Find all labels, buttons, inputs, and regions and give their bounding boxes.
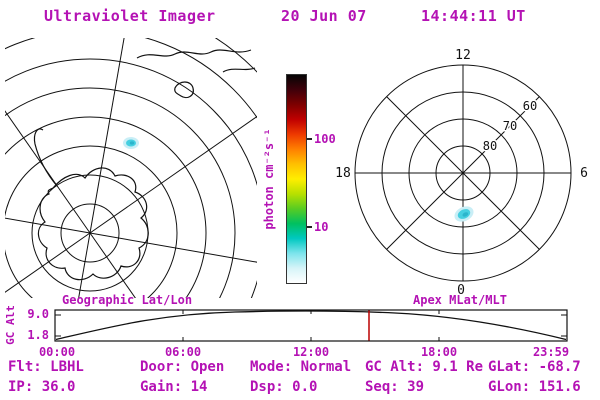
apex-caption: Apex MLat/MLT (413, 293, 507, 307)
mlat-label-80: 80 (483, 139, 497, 153)
altitude-curve (55, 310, 567, 341)
app-title: Ultraviolet Imager (44, 7, 216, 25)
meridian-lines (5, 38, 257, 298)
colorbar-gradient (286, 74, 307, 284)
header-date: 20 Jun 07 (281, 7, 367, 25)
timeline-ylabel: GC Alt (4, 305, 17, 345)
xtick-1200: 12:00 (293, 345, 329, 359)
colorbar: 100 10 (286, 74, 346, 286)
status-gain: Gain: 14 (140, 379, 208, 395)
latitude-circles (5, 38, 257, 298)
mlt-label-6: 6 (580, 166, 588, 181)
ytick-top: 9.0 (27, 307, 49, 321)
geographic-map-panel (5, 38, 257, 298)
status-dsp: Dsp: 0.0 (250, 379, 318, 395)
mlat-label-60: 60 (523, 99, 537, 113)
colorbar-tickmark-100 (307, 138, 312, 140)
xtick-0000: 00:00 (39, 345, 75, 359)
timeline-frame (54, 309, 568, 342)
mlt-label-0: 0 (457, 283, 465, 298)
xtick-1800: 18:00 (421, 345, 457, 359)
antarctica-coastline (37, 167, 149, 281)
mlt-label-12: 12 (455, 48, 471, 63)
status-row-2: IP: 36.0 Gain: 14 Dsp: 0.0 Seq: 39 GLon:… (0, 379, 600, 395)
colorbar-tickmark-10 (307, 226, 312, 228)
colorbar-unit-label: photon cm⁻²s⁻¹ (262, 128, 276, 230)
altitude-timeline: GC Alt 9.0 1.8 00:00 06:00 12:00 18:00 2… (4, 305, 569, 359)
mlat-label-70: 70 (503, 119, 517, 133)
antarctic-peninsula-coastline (33, 128, 58, 187)
timeline-ticks (55, 310, 567, 341)
ytick-bottom: 1.8 (27, 328, 49, 342)
mlt-spokes (355, 65, 571, 281)
apex-polar-panel: 12 18 6 0 60 70 80 (335, 48, 588, 298)
geo-caption: Geographic Lat/Lon (62, 293, 193, 307)
aurora-spot-geo (123, 137, 139, 149)
mlt-label-18: 18 (335, 166, 351, 181)
status-flt: Flt: LBHL (8, 359, 84, 375)
colorbar-tick-100: 100 (314, 132, 336, 146)
colorbar-tick-10: 10 (314, 220, 329, 234)
aurora-spot-apex (454, 206, 474, 222)
status-row-1: Flt: LBHL Door: Open Mode: Normal GC Alt… (0, 359, 600, 375)
coastline-fragments (136, 49, 256, 99)
header-time: 14:44:11 UT (421, 7, 526, 25)
status-seq: Seq: 39 (365, 379, 425, 395)
status-glat: GLat: -68.7 (488, 359, 581, 375)
xtick-0600: 06:00 (165, 345, 201, 359)
status-ip: IP: 36.0 (8, 379, 76, 395)
status-mode: Mode: Normal (250, 359, 352, 375)
status-gcalt: GC Alt: 9.1 Re (365, 359, 484, 375)
xtick-2359: 23:59 (533, 345, 569, 359)
status-door: Door: Open (140, 359, 225, 375)
status-glon: GLon: 151.6 (488, 379, 581, 395)
